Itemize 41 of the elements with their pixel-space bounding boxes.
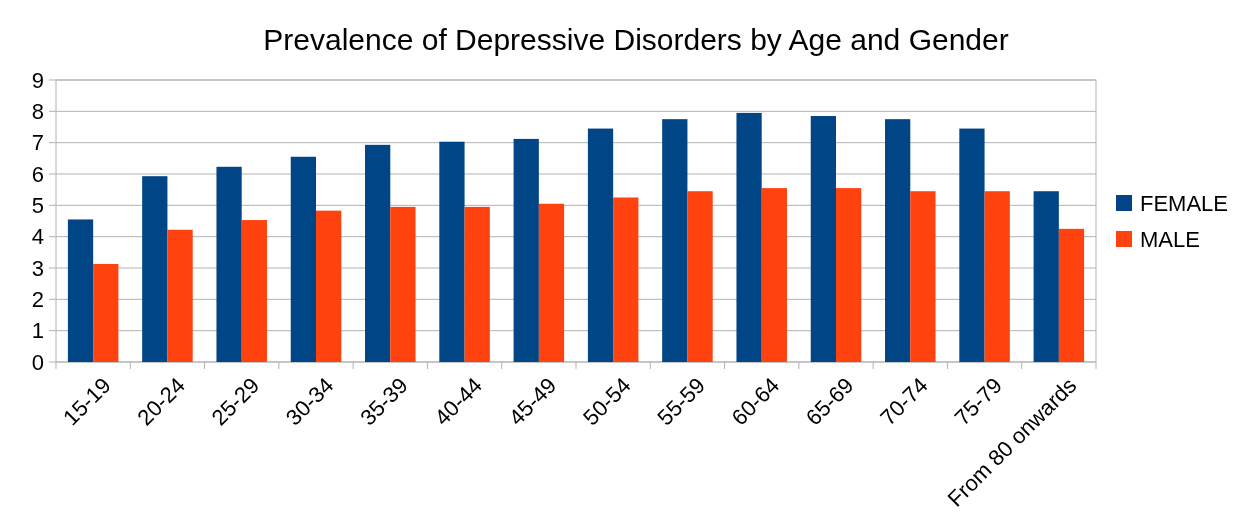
bar [736,112,762,362]
bar [390,206,416,362]
y-tick-label: 6 [31,161,44,187]
y-tick-label: 9 [31,67,44,93]
bar [1058,228,1085,362]
bar [513,138,539,362]
bar [316,210,342,362]
y-tick-label: 2 [31,287,44,313]
y-tick-label: 4 [31,224,44,250]
bar [67,219,94,362]
bar [885,119,911,362]
bar [241,220,267,362]
legend-label: FEMALE [1140,190,1229,216]
bar [810,116,836,362]
bar [538,203,565,362]
bar [464,206,490,362]
bar [959,128,985,362]
bar [93,263,119,362]
y-tick-label: 0 [31,349,44,375]
legend-label: MALE [1140,226,1200,252]
bar [587,128,614,362]
y-tick-label: 1 [31,318,44,344]
bar [290,156,316,362]
bar [439,141,465,362]
y-tick-label: 3 [31,255,44,281]
bar [662,119,688,362]
chart-title: Prevalence of Depressive Disorders by Age and Gender [263,23,1009,56]
bar [216,166,242,362]
y-tick-label: 7 [31,130,44,156]
bar [167,229,193,362]
bar [761,188,787,362]
y-tick-label: 5 [31,193,44,219]
bar [365,144,391,362]
y-tick-label: 8 [31,99,44,125]
bar [984,191,1010,362]
bar [836,188,862,362]
bar [142,176,168,362]
bar [910,191,936,362]
bar [613,197,639,362]
bar [1033,191,1059,362]
bar [687,191,713,362]
